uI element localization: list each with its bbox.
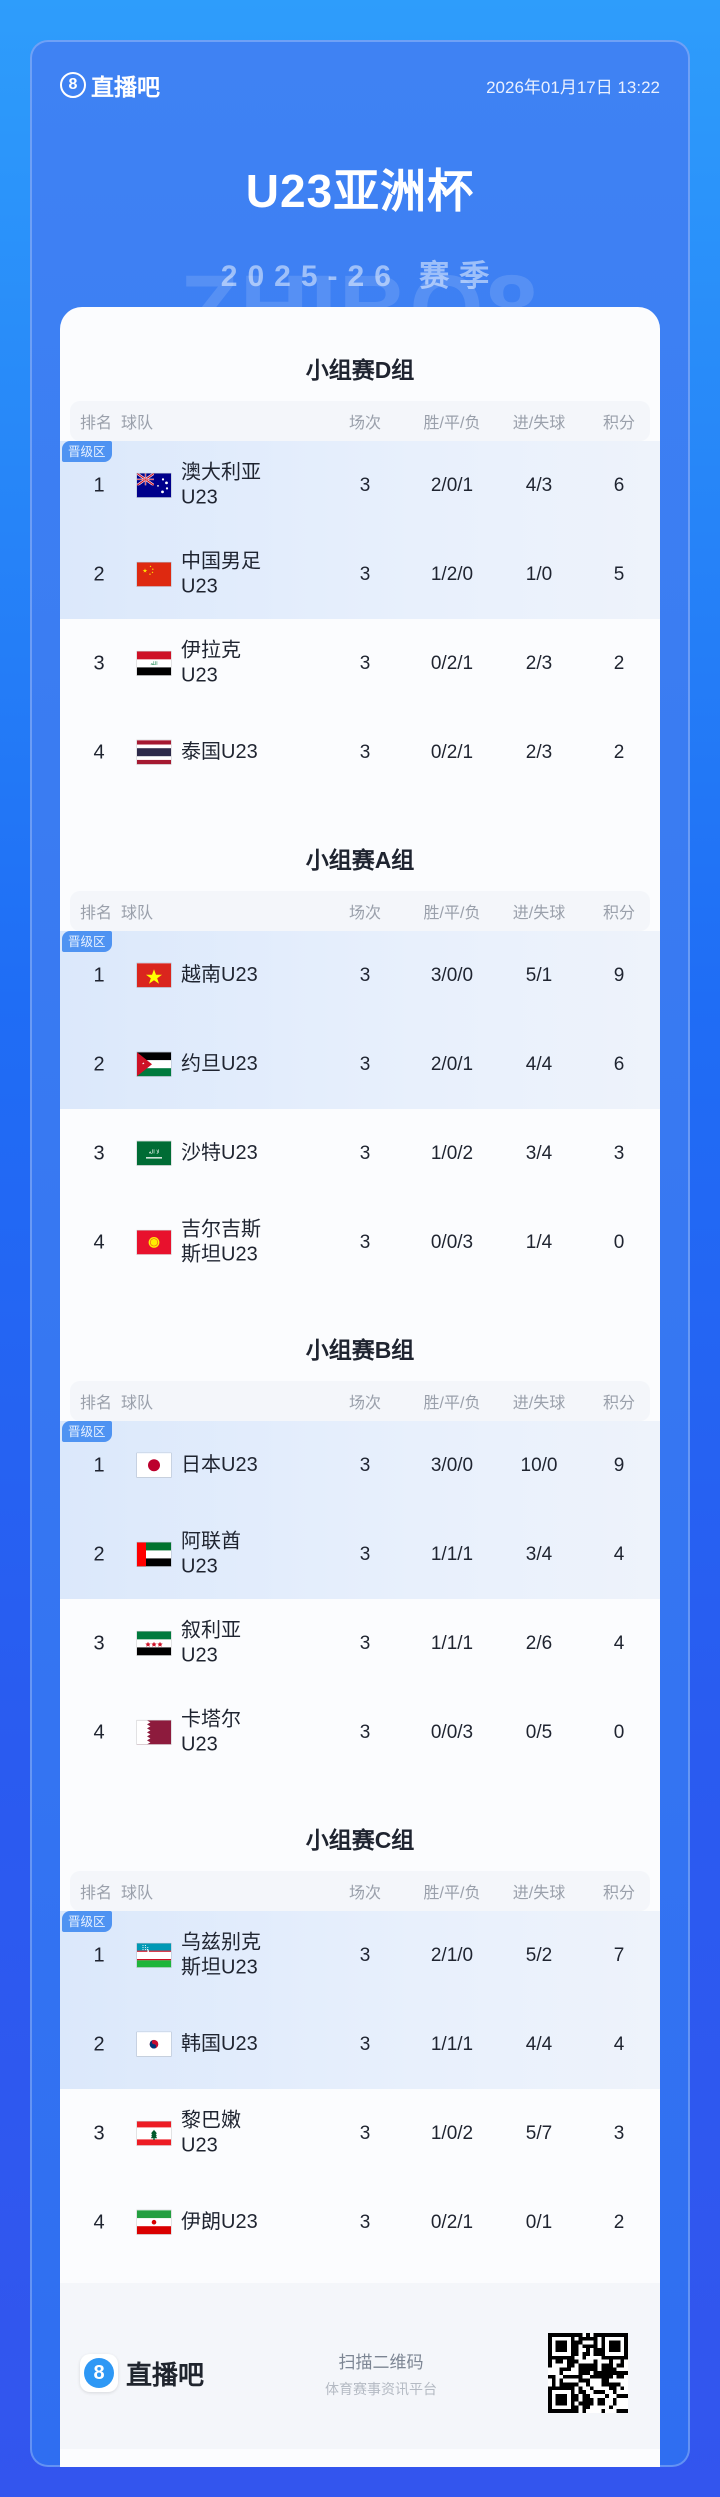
svg-text:الله: الله (150, 661, 157, 667)
svg-text:لا اله: لا اله (149, 1149, 160, 1156)
